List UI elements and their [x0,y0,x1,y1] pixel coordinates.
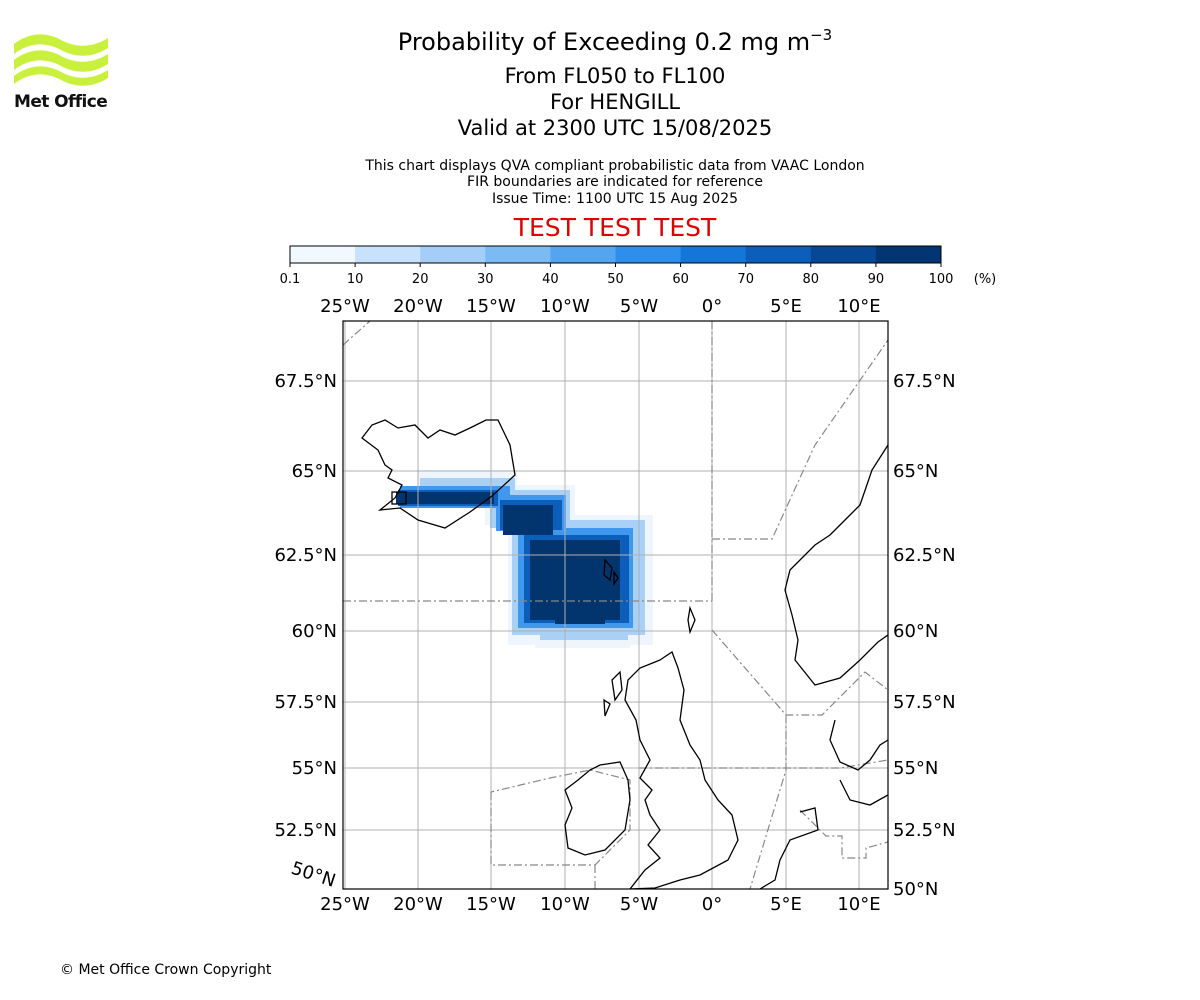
lon-label-top: 25°W [320,296,370,317]
colorbar-tick-label: 30 [477,272,494,287]
colorbar-tick-label: 90 [868,272,885,287]
colorbar-tick-label: 80 [803,272,820,287]
lat-label-right: 62.5°N [893,545,956,566]
copyright: © Met Office Crown Copyright [60,962,272,978]
lat-label-left: 62.5°N [274,545,337,566]
colorbar-tick-label: 10 [347,272,364,287]
faroe-islands [603,558,619,587]
lon-label-bottom: 20°W [393,894,443,915]
lat-label-right: 65°N [893,461,938,482]
shetland [687,605,696,635]
plume-band-100 [396,492,620,624]
colorbar-tick-label: 0.1 [280,272,301,287]
iceland-coast [361,419,516,529]
colorbar-tick-label: 50 [607,272,624,287]
longitude-labels-top: 25°W 20°W 15°W 10°W 5°W 0° 5°E 10°E [320,296,880,317]
lon-label-bottom: 5°W [620,894,658,915]
volcano-location: For HENGILL [549,90,681,114]
lat-label-right: 55°N [893,758,938,779]
colorbar-segment [550,246,616,263]
great-britain [624,651,739,889]
colorbar-ticks: 0.1 10 20 30 40 50 60 70 80 90 100 (%) [280,263,997,287]
lat-label-left: 52.5°N [274,820,337,841]
lon-label-bottom: 5°E [770,894,802,915]
colorbar-tick-label: 20 [412,272,429,287]
lat-label-right: 60°N [893,621,938,642]
longitude-labels-bottom: 25°W 20°W 15°W 10°W 5°W 0° 5°E 10°E [320,894,880,915]
colorbar-segment [745,246,812,263]
lon-label-top: 15°W [466,296,516,317]
colorbar-segment [875,246,942,263]
colorbar-segment [680,246,747,263]
chart-title: Probability of Exceeding 0.2 mg m−3 [397,26,833,56]
latitude-labels-right: 67.5°N 65°N 62.5°N 60°N 57.5°N 55°N 52.5°N 50°N [893,371,956,900]
colorbar-tick-label: 100 [929,272,954,287]
germany-coast [839,779,888,806]
coastlines [361,419,888,889]
colorbar-tick-label: 40 [542,272,559,287]
lat-label-left: 55°N [292,758,337,779]
issue-time: Issue Time: 1100 UTC 15 Aug 2025 [491,191,739,207]
denmark [829,719,888,771]
graticule [343,321,888,889]
lon-label-top: 5°W [620,296,658,317]
lon-label-bottom: 0° [702,894,722,915]
colorbar-segment [290,246,356,263]
test-banner: TEST TEST TEST [513,213,717,242]
lat-label-right: 57.5°N [893,692,956,713]
colorbar-segment [810,246,877,263]
latitude-labels-left: 67.5°N 65°N 62.5°N 60°N 57.5°N 55°N 52.5°N [274,371,337,841]
flight-level-range: From FL050 to FL100 [504,64,726,88]
lon-label-top: 0° [702,296,722,317]
colorbar-tick-label: 70 [737,272,754,287]
colorbar-segment [615,246,682,263]
netherlands [759,807,819,889]
lon-label-top: 10°E [837,296,880,317]
colorbar-segment [485,246,551,263]
colorbar-segment [355,246,421,263]
logo-text: Met Office [14,92,108,112]
lon-label-bottom: 10°W [540,894,590,915]
colorbar-unit: (%) [974,272,997,287]
met-office-logo [14,34,108,86]
colorbar-segment [420,246,486,263]
valid-time: Valid at 2300 UTC 15/08/2025 [457,116,773,140]
colorbar-tick-label: 60 [672,272,689,287]
hebrides [603,670,623,717]
lat-label-left: 60°N [292,621,337,642]
lat-label-left: 67.5°N [274,371,337,392]
lat-label-left: 65°N [292,461,337,482]
info-line-fir: FIR boundaries are indicated for referen… [467,174,763,190]
lon-label-bottom: 15°W [466,894,516,915]
hengill-marker [391,491,407,505]
lat-label-right: 50°N [893,879,938,900]
colorbar [289,245,942,264]
lon-label-top: 5°E [770,296,802,317]
lon-label-bottom: 10°E [837,894,880,915]
lon-label-bottom: 25°W [320,894,370,915]
lon-label-top: 10°W [540,296,590,317]
lat-label-left: 57.5°N [274,692,337,713]
lon-label-top: 20°W [393,296,443,317]
info-line-vaac: This chart displays QVA compliant probab… [365,158,865,174]
corner-lat-label: 50°N [288,858,338,892]
norway [784,444,888,686]
ireland [564,761,631,856]
lat-label-right: 67.5°N [893,371,956,392]
lat-label-right: 52.5°N [893,820,956,841]
map-area [343,321,888,889]
fir-boundaries [343,321,888,889]
map-frame [342,320,889,890]
